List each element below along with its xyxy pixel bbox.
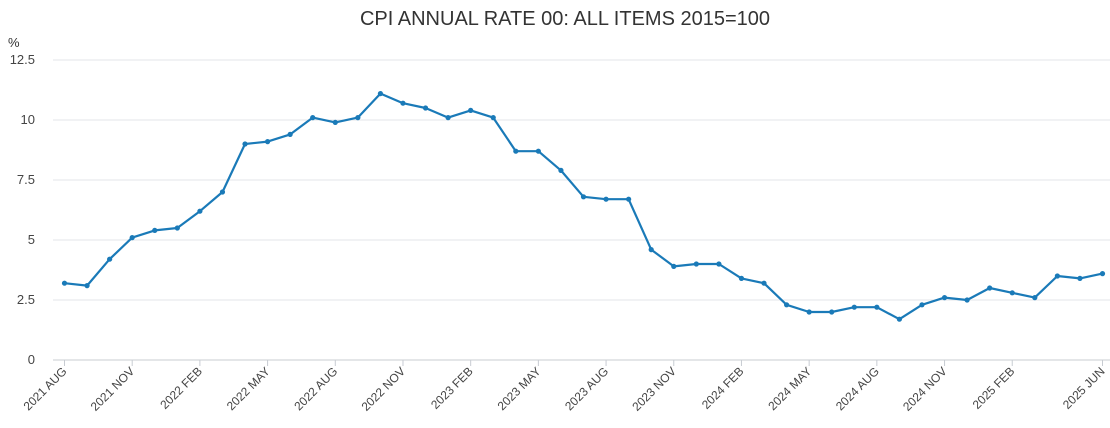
data-point[interactable]	[377, 91, 384, 97]
series-cpi-annual-rate	[61, 91, 1106, 322]
data-point[interactable]	[355, 115, 361, 121]
y-tick-label: 2.5	[17, 292, 35, 307]
data-point[interactable]	[626, 196, 632, 202]
x-tick-label: 2023 FEB	[428, 364, 476, 412]
data-point[interactable]	[671, 263, 677, 269]
chart-title: CPI ANNUAL RATE 00: ALL ITEMS 2015=100	[360, 8, 770, 30]
gridlines	[53, 59, 1110, 301]
data-point[interactable]	[964, 297, 970, 303]
data-point[interactable]	[242, 141, 248, 147]
x-tick-label: 2025 JUN	[1060, 364, 1108, 412]
data-point[interactable]	[693, 261, 699, 267]
data-point[interactable]	[987, 285, 993, 291]
x-tick-label: 2023 NOV	[629, 364, 679, 414]
data-point[interactable]	[490, 115, 496, 121]
data-point[interactable]	[919, 302, 925, 308]
data-point[interactable]	[1054, 273, 1060, 279]
data-point[interactable]	[648, 247, 654, 253]
y-tick-label: 5	[28, 232, 35, 247]
data-point[interactable]	[107, 256, 113, 262]
data-point[interactable]	[738, 275, 745, 281]
series-line	[64, 92, 1103, 321]
x-axis: 2021 AUG 2021 NOV 2022 FEB 2022 MAY 2022 AUG…	[21, 359, 1110, 414]
data-point[interactable]	[219, 189, 226, 195]
data-point[interactable]	[332, 119, 338, 125]
data-point[interactable]	[874, 304, 880, 310]
data-point[interactable]	[558, 167, 564, 173]
data-point[interactable]	[422, 105, 429, 111]
y-tick-label: 10	[21, 112, 35, 127]
data-point[interactable]	[1032, 295, 1038, 301]
data-point[interactable]	[806, 309, 812, 315]
data-point[interactable]	[174, 225, 180, 231]
x-tick-label: 2022 MAY	[224, 364, 273, 413]
data-point[interactable]	[783, 302, 790, 308]
data-point[interactable]	[152, 227, 158, 233]
data-point[interactable]	[445, 115, 451, 121]
x-tick-label: 2024 AUG	[833, 364, 882, 413]
y-axis-unit: %	[8, 35, 20, 50]
data-point[interactable]	[580, 194, 587, 200]
data-point[interactable]	[851, 304, 857, 310]
data-point[interactable]	[603, 196, 609, 202]
data-point[interactable]	[197, 208, 203, 214]
x-tick-label: 2023 MAY	[495, 364, 544, 413]
data-point[interactable]	[264, 139, 271, 145]
data-point[interactable]	[1009, 290, 1015, 296]
data-point[interactable]	[1077, 275, 1083, 281]
data-point[interactable]	[287, 131, 293, 137]
x-tick-label: 2023 AUG	[562, 364, 611, 413]
x-tick-label: 2022 NOV	[359, 364, 409, 414]
data-point[interactable]	[84, 283, 90, 289]
data-point[interactable]	[310, 115, 316, 121]
y-tick-label: 12.5	[10, 52, 35, 67]
x-tick-label: 2025 FEB	[970, 364, 1018, 412]
data-point[interactable]	[716, 261, 722, 267]
x-tick-label: 2022 AUG	[291, 364, 340, 413]
x-tick-label: 2024 MAY	[765, 364, 814, 413]
y-axis-ticks: 0 2.5 5 7.5 10 12.5	[10, 52, 35, 367]
data-point[interactable]	[941, 295, 948, 301]
data-point[interactable]	[761, 280, 767, 286]
data-point[interactable]	[513, 148, 519, 154]
data-point[interactable]	[468, 107, 474, 113]
data-point[interactable]	[896, 316, 903, 322]
y-tick-label: 0	[28, 352, 35, 367]
x-tick-label: 2022 FEB	[157, 364, 205, 412]
data-point[interactable]	[61, 280, 68, 286]
data-point[interactable]	[400, 100, 406, 106]
data-point[interactable]	[535, 148, 541, 154]
data-point[interactable]	[129, 235, 135, 241]
data-point[interactable]	[829, 309, 835, 315]
x-tick-label: 2024 FEB	[699, 364, 747, 412]
y-tick-label: 7.5	[17, 172, 35, 187]
data-point[interactable]	[1099, 271, 1106, 277]
x-tick-label: 2021 AUG	[21, 364, 70, 413]
x-tick-label: 2024 NOV	[900, 364, 950, 414]
x-tick-label: 2021 NOV	[88, 364, 138, 414]
